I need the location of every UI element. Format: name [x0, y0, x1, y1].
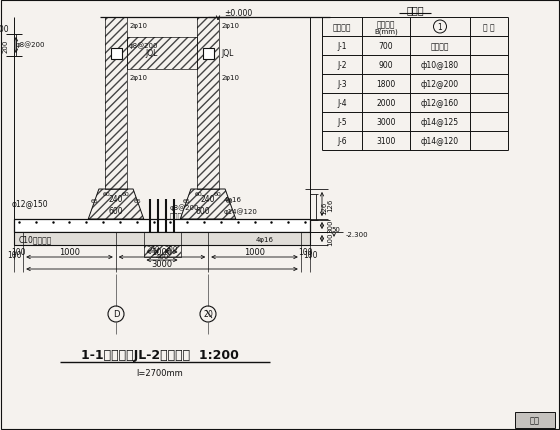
Text: 60: 60	[195, 192, 203, 197]
Text: 126: 126	[327, 198, 333, 211]
Text: ф10@180: ф10@180	[421, 61, 459, 70]
Text: 返回: 返回	[530, 415, 540, 424]
Bar	[14, 233, 310, 246]
Text: 126: 126	[321, 201, 327, 214]
Text: 100: 100	[7, 251, 21, 260]
Bar	[143, 233, 180, 258]
Text: B(mm): B(mm)	[374, 28, 398, 35]
Text: 1800: 1800	[376, 80, 395, 89]
Text: J-3: J-3	[337, 80, 347, 89]
Text: ф12@160: ф12@160	[421, 99, 459, 108]
Text: φ14@120: φ14@120	[224, 208, 258, 215]
Text: ф12@200: ф12@200	[421, 80, 459, 89]
Bar	[127, 38, 197, 70]
Text: 素混凝土: 素混凝土	[431, 42, 449, 51]
Bar	[105, 18, 127, 190]
Text: 2: 2	[204, 310, 208, 319]
Text: 65: 65	[133, 199, 141, 204]
Text: φ8@200: φ8@200	[16, 42, 45, 48]
Text: 200: 200	[146, 246, 160, 252]
Text: J-2: J-2	[337, 61, 347, 70]
Text: 1000: 1000	[152, 248, 172, 257]
Text: JQL: JQL	[145, 49, 157, 58]
Text: 100: 100	[11, 248, 26, 257]
Text: J-1: J-1	[337, 42, 347, 51]
Text: 200: 200	[165, 246, 178, 252]
Text: 2φ10: 2φ10	[221, 23, 239, 29]
Text: 300: 300	[327, 219, 333, 233]
Text: φ8@200: φ8@200	[170, 204, 199, 211]
Text: 2φ10: 2φ10	[129, 23, 147, 29]
Text: ±0.000: ±0.000	[224, 9, 253, 18]
Text: 900: 900	[379, 61, 393, 70]
Text: 100: 100	[298, 248, 312, 257]
Text: 600: 600	[109, 207, 123, 216]
Text: 四支箍: 四支箍	[170, 212, 183, 219]
Bar	[110, 49, 122, 59]
Text: 备 注: 备 注	[483, 23, 495, 32]
Text: 4φ16: 4φ16	[224, 197, 242, 203]
Bar	[127, 38, 197, 70]
Text: JQL: JQL	[221, 49, 234, 58]
Text: 60: 60	[103, 192, 111, 197]
Text: 1: 1	[437, 23, 442, 32]
Text: 4φ16: 4φ16	[256, 237, 274, 243]
Text: ф14@120: ф14@120	[421, 137, 459, 146]
Text: 200: 200	[3, 39, 9, 52]
Text: D: D	[113, 310, 119, 319]
Text: 400: 400	[155, 253, 169, 259]
Text: -0.600: -0.600	[0, 25, 9, 34]
Text: 240: 240	[109, 195, 123, 204]
Text: 0: 0	[208, 310, 212, 319]
Text: 1000: 1000	[244, 248, 265, 257]
Bar	[105, 18, 127, 190]
Text: ф14@125: ф14@125	[421, 118, 459, 127]
Text: 2φ10: 2φ10	[221, 75, 239, 81]
Text: 240: 240	[200, 195, 215, 204]
Bar	[197, 18, 219, 190]
Text: 3000: 3000	[376, 118, 396, 127]
Text: 65: 65	[183, 199, 191, 204]
Bar	[197, 18, 219, 190]
Bar	[143, 233, 180, 258]
Text: 700: 700	[379, 42, 393, 51]
Text: l=2700mm: l=2700mm	[137, 369, 183, 378]
Text: 2000: 2000	[376, 99, 396, 108]
Text: J-4: J-4	[337, 99, 347, 108]
Text: 600: 600	[195, 207, 211, 216]
Bar	[515, 412, 555, 428]
Text: 65: 65	[225, 199, 233, 204]
Text: 1000: 1000	[59, 248, 80, 257]
Bar	[14, 219, 310, 233]
Text: 3000: 3000	[151, 260, 172, 269]
Text: 2φ10: 2φ10	[129, 75, 147, 81]
Text: 基础宽度: 基础宽度	[377, 20, 395, 29]
Text: C10素混凝土: C10素混凝土	[19, 235, 53, 244]
Text: 100: 100	[327, 232, 333, 246]
Text: 3100: 3100	[376, 137, 396, 146]
Bar	[203, 49, 213, 59]
Text: 60: 60	[121, 192, 129, 197]
Text: 1-1断面图、JL-2基础详图  1:200: 1-1断面图、JL-2基础详图 1:200	[81, 349, 239, 362]
Text: 100: 100	[303, 251, 318, 260]
Text: J-6: J-6	[337, 137, 347, 146]
Text: φ8@200: φ8@200	[129, 43, 158, 49]
Text: -2.300: -2.300	[346, 231, 368, 237]
Text: 基础表: 基础表	[406, 5, 424, 15]
Text: 60: 60	[213, 192, 221, 197]
Text: φ12@150: φ12@150	[12, 200, 49, 209]
Text: 65: 65	[91, 199, 99, 204]
Text: 50: 50	[332, 227, 340, 233]
Text: J-5: J-5	[337, 118, 347, 127]
Text: 基础编号: 基础编号	[333, 23, 351, 32]
